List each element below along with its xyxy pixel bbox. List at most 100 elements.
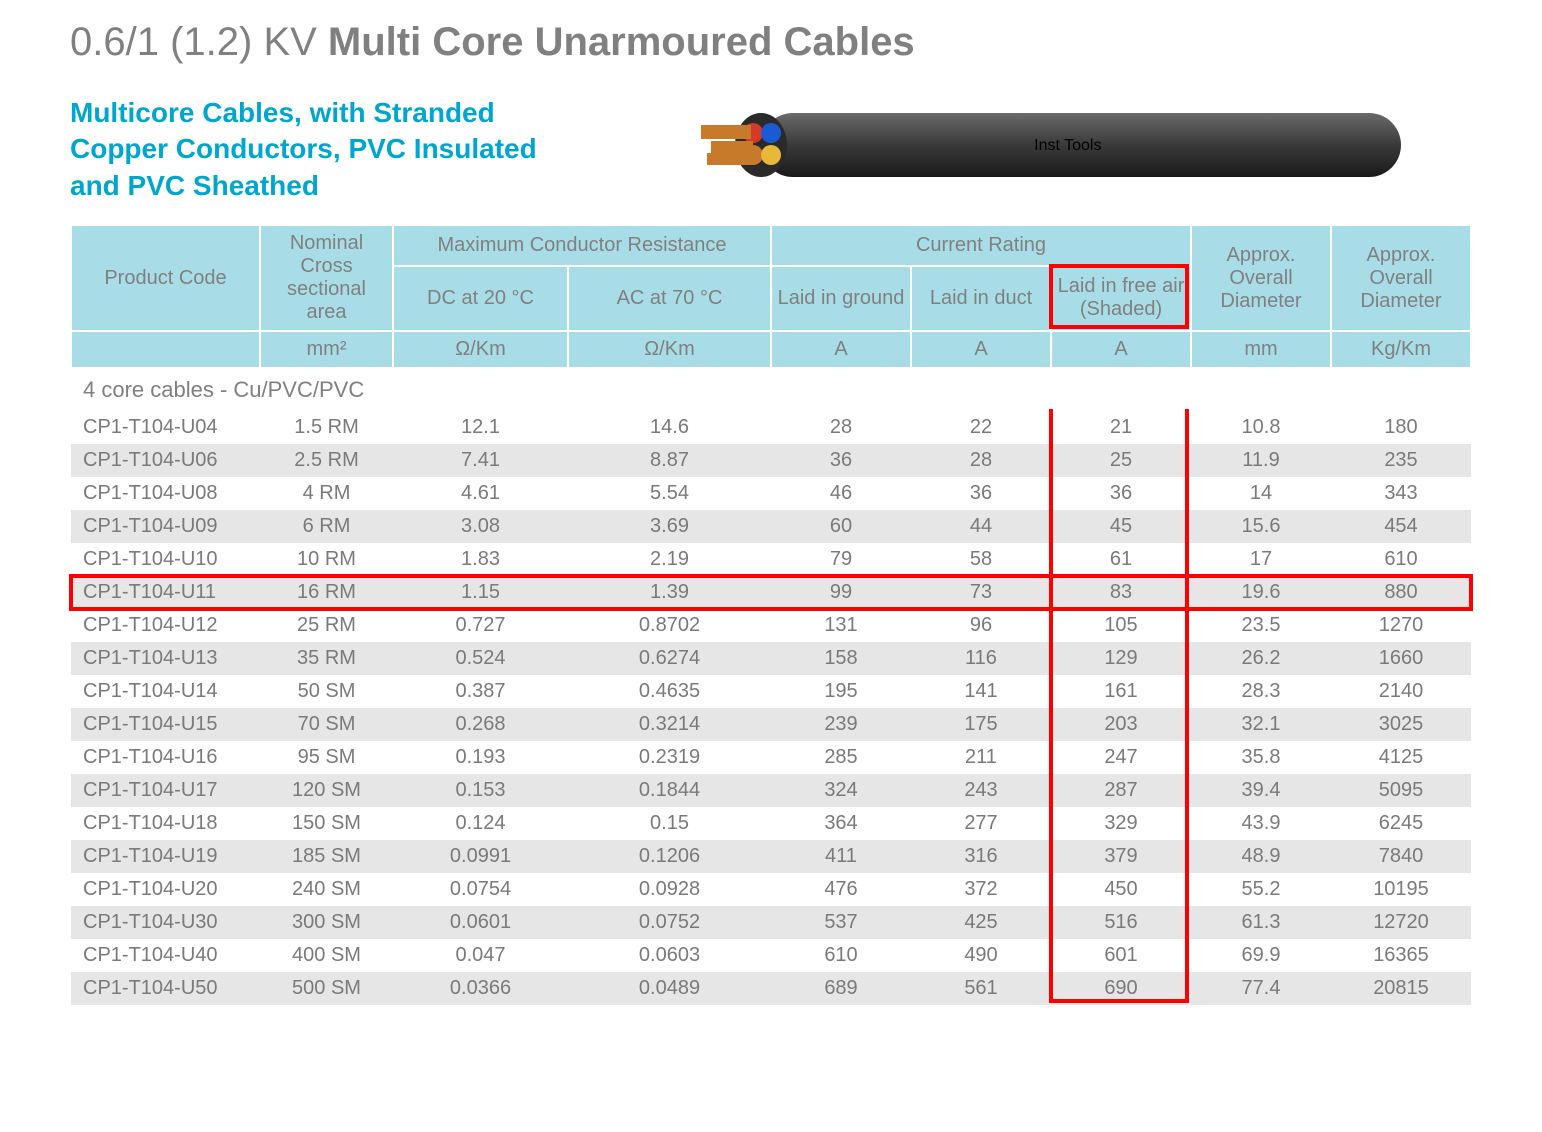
cell-mm2: 500 SM [260,972,393,1005]
cell-g: 411 [771,840,911,873]
cell-g: 195 [771,675,911,708]
th-u-a2: A [911,331,1051,368]
cell-ac: 0.0928 [568,873,771,906]
cell-dia: 32.1 [1191,708,1331,741]
section-label: 4 core cables - Cu/PVC/PVC [71,368,1191,411]
th-diameter: Approx. Overall Diameter [1191,225,1331,331]
cell-ac: 0.6274 [568,642,771,675]
cell-mm2: 150 SM [260,807,393,840]
cell-kg: 235 [1331,444,1471,477]
th-u-kgkm: Kg/Km [1331,331,1471,368]
table-row: CP1-T104-U17120 SM0.1530.184432424328739… [71,774,1471,807]
cell-dc: 0.0601 [393,906,568,939]
cell-dia: 35.8 [1191,741,1331,774]
cell-kg: 6245 [1331,807,1471,840]
cell-dia: 28.3 [1191,675,1331,708]
cell-d: 372 [911,873,1051,906]
cell-kg: 20815 [1331,972,1471,1005]
cell-code: CP1-T104-U09 [71,510,260,543]
cell-kg: 12720 [1331,906,1471,939]
th-current-rating: Current Rating [771,225,1191,265]
cell-ac: 8.87 [568,444,771,477]
cell-g: 46 [771,477,911,510]
cell-dia: 43.9 [1191,807,1331,840]
cell-g: 28 [771,411,911,444]
cell-d: 28 [911,444,1051,477]
cell-code: CP1-T104-U30 [71,906,260,939]
cell-dia: 69.9 [1191,939,1331,972]
cell-code: CP1-T104-U14 [71,675,260,708]
cell-d: 490 [911,939,1051,972]
table-row: CP1-T104-U18150 SM0.1240.1536427732943.9… [71,807,1471,840]
cell-d: 36 [911,477,1051,510]
cell-g: 476 [771,873,911,906]
cell-a: 45 [1051,510,1191,543]
cell-code: CP1-T104-U04 [71,411,260,444]
cell-kg: 3025 [1331,708,1471,741]
cell-g: 131 [771,609,911,642]
cell-a: 161 [1051,675,1191,708]
cell-ac: 1.39 [568,576,771,609]
cell-mm2: 4 RM [260,477,393,510]
cell-kg: 880 [1331,576,1471,609]
cell-code: CP1-T104-U08 [71,477,260,510]
page-title: 0.6/1 (1.2) KV Multi Core Unarmoured Cab… [70,20,1472,65]
th-cross-section: Nominal Cross sectional area [260,225,393,331]
cell-a: 83 [1051,576,1191,609]
cell-a: 450 [1051,873,1191,906]
cell-kg: 1270 [1331,609,1471,642]
cell-g: 689 [771,972,911,1005]
th-ac70: AC at 70 °C [568,266,771,332]
table-row: CP1-T104-U20240 SM0.07540.09284763724505… [71,873,1471,906]
title-bold: Multi Core Unarmoured Cables [328,20,915,64]
cell-g: 364 [771,807,911,840]
cell-ac: 0.0752 [568,906,771,939]
cell-d: 58 [911,543,1051,576]
cell-a: 601 [1051,939,1191,972]
cell-code: CP1-T104-U12 [71,609,260,642]
subtitle: Multicore Cables, with Stranded Copper C… [70,95,590,204]
cell-dia: 55.2 [1191,873,1331,906]
cell-kg: 343 [1331,477,1471,510]
cable-image: Inst Tools [630,95,1472,195]
cell-mm2: 185 SM [260,840,393,873]
cell-d: 316 [911,840,1051,873]
cell-g: 610 [771,939,911,972]
th-dc20: DC at 20 °C [393,266,568,332]
table-header: Product Code Nominal Cross sectional are… [71,225,1471,368]
cell-mm2: 10 RM [260,543,393,576]
table-row: CP1-T104-U1116 RM1.151.3999738319.6880 [71,576,1471,609]
cell-dia: 26.2 [1191,642,1331,675]
cell-d: 175 [911,708,1051,741]
cell-kg: 2140 [1331,675,1471,708]
cell-ac: 5.54 [568,477,771,510]
table-row: CP1-T104-U50500 SM0.03660.04896895616907… [71,972,1471,1005]
cell-dc: 7.41 [393,444,568,477]
table-row: CP1-T104-U30300 SM0.06010.07525374255166… [71,906,1471,939]
cell-ac: 3.69 [568,510,771,543]
watermark-text: Inst Tools [1034,137,1101,155]
cell-d: 243 [911,774,1051,807]
cell-mm2: 2.5 RM [260,444,393,477]
cell-code: CP1-T104-U13 [71,642,260,675]
cell-d: 116 [911,642,1051,675]
cell-kg: 5095 [1331,774,1471,807]
cell-d: 141 [911,675,1051,708]
cell-a: 129 [1051,642,1191,675]
cell-code: CP1-T104-U16 [71,741,260,774]
table-row: CP1-T104-U19185 SM0.09910.12064113163794… [71,840,1471,873]
cell-mm2: 120 SM [260,774,393,807]
cell-ac: 0.0603 [568,939,771,972]
cell-a: 287 [1051,774,1191,807]
cell-code: CP1-T104-U40 [71,939,260,972]
cell-kg: 1660 [1331,642,1471,675]
cell-dc: 0.124 [393,807,568,840]
cell-dia: 23.5 [1191,609,1331,642]
cell-dc: 0.387 [393,675,568,708]
cell-g: 239 [771,708,911,741]
cell-dia: 61.3 [1191,906,1331,939]
title-prefix: 0.6/1 (1.2) KV [70,20,328,64]
cell-dc: 1.15 [393,576,568,609]
cell-a: 379 [1051,840,1191,873]
cell-mm2: 70 SM [260,708,393,741]
